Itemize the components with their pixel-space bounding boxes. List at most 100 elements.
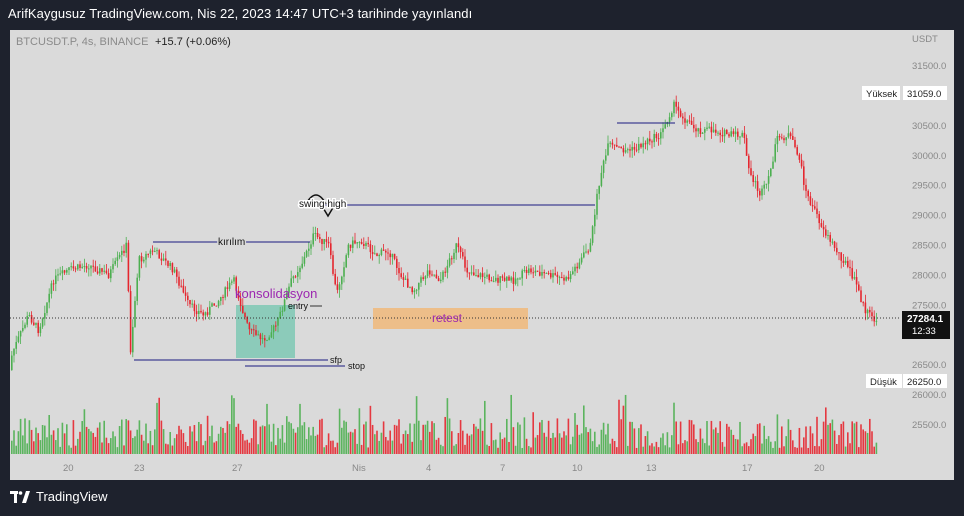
candle-body	[457, 243, 460, 248]
candle-body	[281, 310, 284, 312]
high-value: 31059.0	[907, 89, 941, 100]
candle-body	[642, 143, 644, 148]
volume-bar	[759, 423, 761, 454]
candle-body	[719, 132, 721, 136]
konsolidasyon-label[interactable]: konsolidasyon	[235, 286, 317, 301]
volume-bar	[567, 418, 570, 454]
candle-body	[532, 272, 534, 274]
candle-body	[814, 206, 816, 209]
candle-body	[165, 258, 167, 261]
volume-bar	[468, 435, 471, 454]
volume-bar	[88, 428, 90, 454]
candle-body	[730, 131, 732, 137]
volume-bar	[864, 431, 867, 454]
volume-bar	[756, 424, 759, 454]
candle-body	[312, 233, 314, 245]
time-tick-label: 10	[572, 463, 583, 474]
chart-area[interactable]: USDT31500.031000.030500.030000.029500.02…	[10, 30, 954, 480]
volume-bar	[754, 436, 757, 454]
volume-bar	[616, 447, 618, 454]
volume-bar	[598, 444, 600, 454]
candle-body	[107, 273, 110, 279]
candle-body	[378, 254, 380, 257]
volume-bar	[499, 432, 501, 454]
volume-bar	[255, 420, 257, 454]
volume-bar	[15, 445, 17, 454]
candle-body	[618, 146, 620, 148]
volume-bar	[657, 447, 660, 454]
high-value-bg	[903, 86, 947, 100]
time-axis[interactable]: 20 23 27 Nis 4 7 10 13 17 20	[63, 463, 825, 474]
volume-bar	[437, 437, 440, 454]
candle-body	[514, 278, 517, 284]
candle-body	[134, 300, 136, 327]
footer: TradingView	[10, 489, 108, 504]
volume-bar	[129, 430, 132, 454]
volume-bar	[202, 445, 204, 454]
volume-bar	[708, 445, 710, 454]
candle-body	[402, 277, 405, 280]
candle-body	[655, 133, 658, 139]
volume-bar	[193, 425, 196, 454]
volume-bar	[776, 414, 779, 454]
volume-bar	[704, 443, 706, 454]
candle-body	[270, 332, 273, 338]
volume-bar	[169, 432, 171, 454]
swing-high-label[interactable]: swing high	[298, 198, 348, 212]
candle-body	[389, 253, 391, 258]
volume-bar	[162, 429, 165, 454]
candle-body	[754, 181, 757, 183]
candle-body	[182, 285, 185, 293]
candle-body	[462, 252, 464, 257]
volume-bar	[118, 426, 121, 454]
candle-body	[517, 278, 519, 280]
candle-body	[387, 252, 389, 254]
candle-body	[305, 250, 308, 257]
candle-body	[739, 136, 741, 138]
retest-label[interactable]: retest	[432, 311, 463, 325]
candle-body	[506, 276, 508, 281]
retest-box[interactable]	[373, 308, 528, 329]
footer-brand[interactable]: TradingView	[36, 489, 108, 504]
volume-bar	[809, 426, 812, 454]
candle-body	[679, 110, 682, 117]
kirilim-label[interactable]: kırılım	[217, 236, 247, 250]
candle-body	[539, 271, 541, 276]
candle-body	[400, 273, 402, 278]
entry-label[interactable]: entry	[288, 301, 309, 311]
volume-bar	[853, 423, 856, 454]
candle-body	[147, 253, 149, 255]
candle-body	[187, 295, 189, 300]
candle-body	[567, 277, 570, 280]
volume-bar	[138, 420, 141, 454]
volume-bar	[121, 419, 123, 454]
candle-body	[297, 272, 299, 277]
candle-body	[873, 316, 875, 322]
volume-bar	[213, 442, 215, 454]
volume-bar	[231, 395, 233, 454]
volume-bar	[176, 434, 178, 454]
volume-bar	[715, 427, 717, 454]
stop-label[interactable]: stop	[348, 361, 365, 371]
candle-body	[860, 290, 862, 303]
candle-body	[451, 258, 453, 260]
candle-body	[657, 138, 660, 140]
volume-bar	[506, 418, 508, 454]
candle-body	[572, 271, 574, 275]
volume-bar	[695, 439, 697, 454]
candle-body	[563, 277, 565, 281]
time-tick-label: 27	[232, 463, 243, 474]
candle-body	[422, 277, 424, 279]
candle-body	[374, 253, 376, 255]
sfp-label[interactable]: sfp	[330, 355, 342, 365]
volume-bar	[541, 419, 543, 454]
volume-bar	[651, 443, 653, 454]
symbol-legend[interactable]: BTCUSDT.P, 4s, BINANCE	[16, 36, 148, 48]
volume-bar	[792, 440, 794, 454]
candle-body	[118, 254, 121, 258]
candle-body	[323, 239, 325, 245]
consolidation-box[interactable]	[236, 305, 295, 358]
price-tick-label: 30500.0	[912, 121, 946, 132]
volume-bar	[451, 431, 453, 454]
candle-body	[55, 275, 57, 284]
